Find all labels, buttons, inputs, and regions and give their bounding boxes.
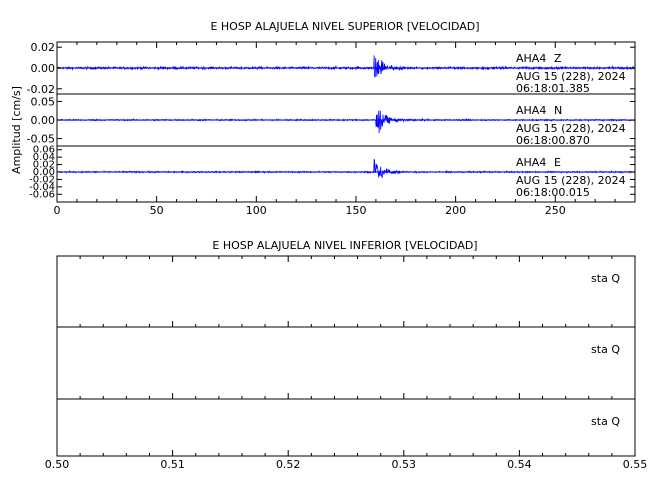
y-tick-label: 0.02 <box>31 41 56 54</box>
date-label: AUG 15 (228), 2024 <box>516 122 626 135</box>
time-label: 06:18:00.015 <box>516 186 590 199</box>
y-tick-label: -0.02 <box>27 83 55 96</box>
date-label: AUG 15 (228), 2024 <box>516 174 626 187</box>
upper-panel-Z: 0.02 0.00 -0.02 AHA4 Z AUG 15 (228), 202406:1… <box>27 41 636 96</box>
y-tick-label: -0.02 <box>29 174 55 185</box>
y-tick-label: 0.05 <box>31 95 56 108</box>
x-tick-label: 0 <box>54 204 61 217</box>
y-tick-label: 0.00 <box>31 62 56 75</box>
component-label: E <box>554 156 561 169</box>
lower-chart: E HOSP ALAJUELA NIVEL INFERIOR [VELOCIDA… <box>45 239 648 471</box>
upper-chart: E HOSP ALAJUELA NIVEL SUPERIOR [VELOCIDA… <box>10 20 636 217</box>
x-tick-label: 200 <box>445 204 466 217</box>
lower-chart-panels: sta Q sta Q sta Q <box>591 272 620 428</box>
lower-chart-x-axis: 0.50 0.51 0.52 0.53 0.54 0.55 <box>45 256 648 471</box>
station-label: AHA4 <box>516 156 546 169</box>
y-tick-label: -0.04 <box>29 182 55 193</box>
y-tick-label: 0.00 <box>31 114 56 127</box>
y-tick-label: 0.04 <box>33 152 55 163</box>
x-tick-label: 0.54 <box>507 458 532 471</box>
panel-label: sta Q <box>591 272 620 285</box>
upper-chart-y-axis-label: Amplitud [cm/s] <box>10 86 23 174</box>
time-label: 06:18:00.870 <box>516 134 590 147</box>
x-tick-label: 0.53 <box>392 458 417 471</box>
panel-label: sta Q <box>591 343 620 356</box>
component-label: N <box>554 104 562 117</box>
upper-chart-x-axis: 0 50 100 150 200 250 <box>54 42 616 217</box>
lower-chart-frame <box>56 255 636 457</box>
x-tick-label: 0.52 <box>276 458 301 471</box>
upper-panel-N: 0.05 0.00 -0.05 AHA4 N AUG 15 (228), 202406:1… <box>27 95 636 147</box>
x-tick-label: 150 <box>345 204 366 217</box>
y-tick-label: 0.00 <box>33 167 55 178</box>
x-tick-label: 50 <box>150 204 164 217</box>
x-tick-label: 0.51 <box>160 458 185 471</box>
y-tick-label: 0.02 <box>33 160 55 171</box>
station-label: AHA4 <box>516 52 546 65</box>
x-tick-label: 100 <box>246 204 267 217</box>
time-label: 06:18:01.385 <box>516 82 590 95</box>
y-tick-label: -0.05 <box>27 133 55 146</box>
panel-label: sta Q <box>591 415 620 428</box>
lower-chart-title: E HOSP ALAJUELA NIVEL INFERIOR [VELOCIDA… <box>212 239 477 252</box>
y-tick-label: 0.06 <box>33 145 55 156</box>
upper-chart-title: E HOSP ALAJUELA NIVEL SUPERIOR [VELOCIDA… <box>210 20 479 33</box>
x-tick-label: 0.55 <box>623 458 648 471</box>
x-tick-label: 250 <box>545 204 566 217</box>
component-label: Z <box>554 52 562 65</box>
y-tick-label: -0.06 <box>29 189 55 200</box>
date-label: AUG 15 (228), 2024 <box>516 70 626 83</box>
upper-chart-frame <box>56 41 636 203</box>
station-label: AHA4 <box>516 104 546 117</box>
x-tick-label: 0.50 <box>45 458 70 471</box>
upper-panel-E: 0.060.040.020.00-0.02-0.04-0.06 AHA4 E AUG … <box>29 145 636 200</box>
